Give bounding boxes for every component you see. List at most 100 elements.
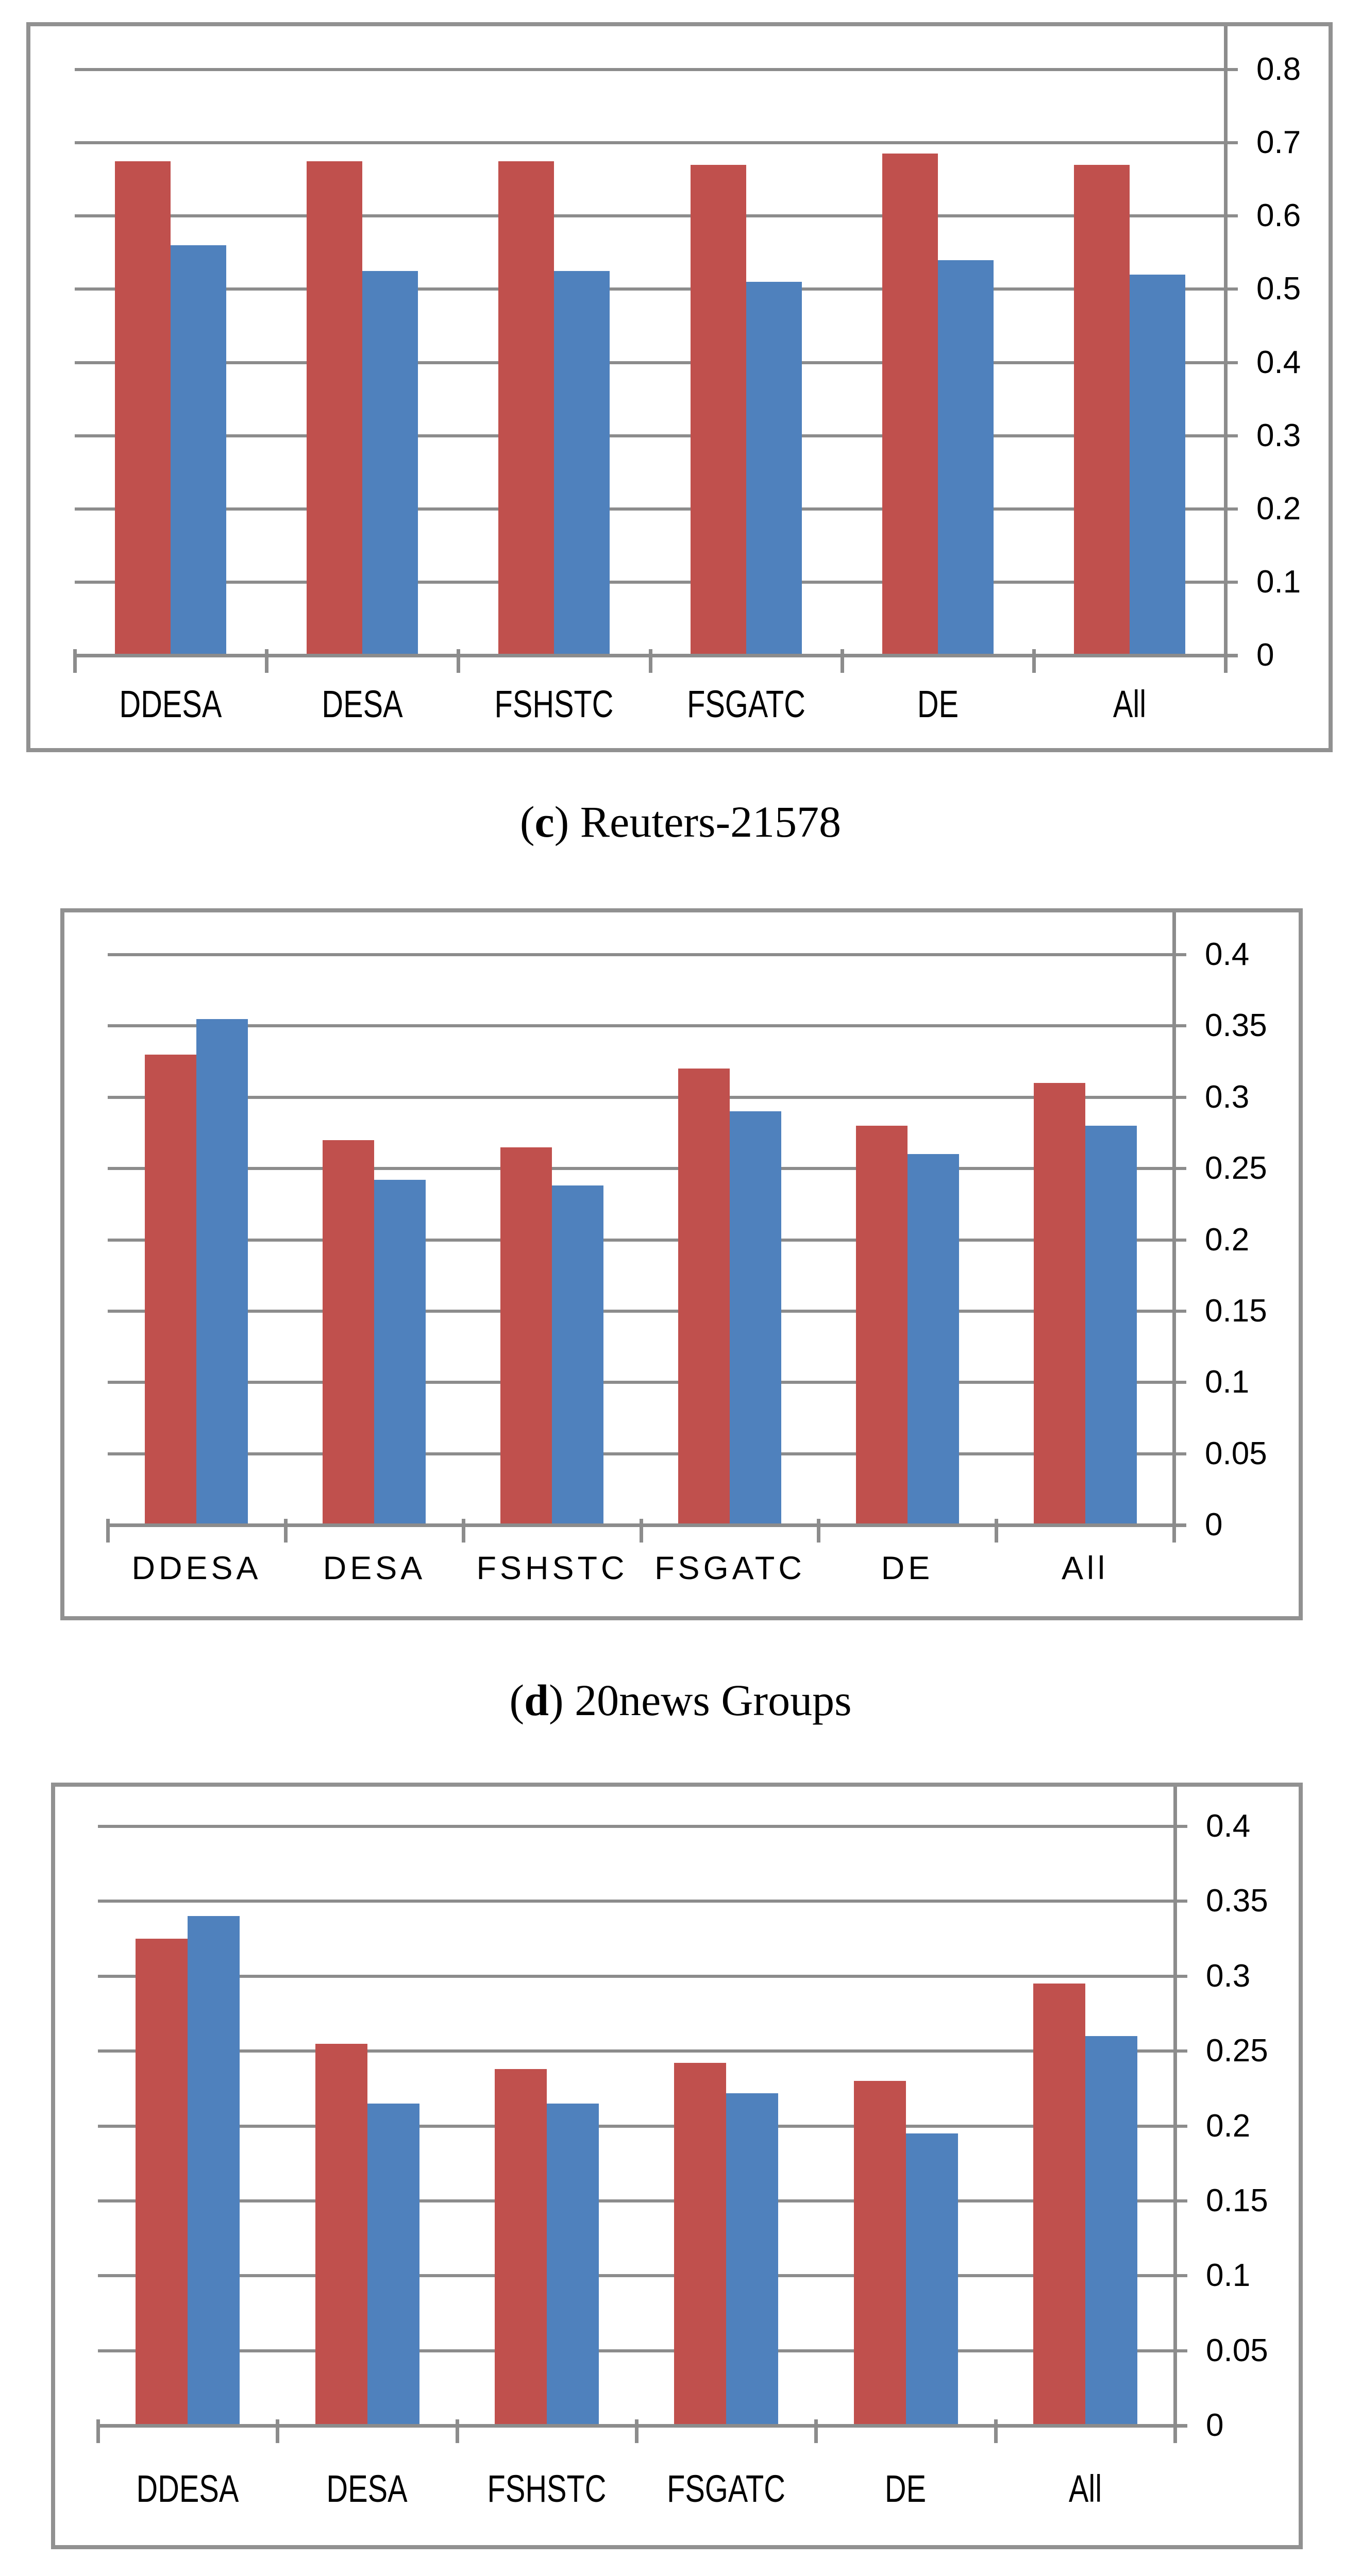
caption-text: ) 20news Groups: [548, 1675, 852, 1725]
y-tick-label: 0.8: [1256, 52, 1301, 87]
bar-blue-desa: [374, 1180, 426, 1525]
y-tick-label: 0.3: [1205, 1079, 1250, 1115]
y-tick-label: 0.6: [1256, 198, 1301, 233]
y-tick-label: 0.3: [1256, 418, 1301, 453]
bar-red-ddesa: [136, 1939, 188, 2426]
gridline: [98, 2199, 1187, 2202]
gridline: [75, 68, 1238, 71]
caption-paren-open: (: [471, 2570, 485, 2576]
caption-text: ) Reuters-21578: [554, 797, 842, 846]
gridline: [108, 1024, 1186, 1027]
x-axis-tick: [265, 649, 268, 673]
x-axis-tick: [284, 1519, 288, 1543]
gridline: [108, 953, 1186, 956]
caption-letter: e: [485, 2570, 505, 2576]
gridline: [108, 1452, 1186, 1455]
x-axis-label-fsgatc: FSGATC: [687, 683, 805, 725]
x-axis-line: [98, 2424, 1187, 2428]
x-axis-label-all: All: [1113, 683, 1147, 725]
gridline: [108, 1167, 1186, 1170]
x-axis-label-fshstc: FSHSTC: [476, 1550, 628, 1586]
bar-red-fsgatc: [678, 1069, 730, 1525]
bar-red-all: [1074, 165, 1130, 655]
x-axis-label-ddesa: DDESA: [119, 683, 222, 725]
bar-red-desa: [315, 2044, 367, 2426]
y-tick-label: 0.3: [1206, 1958, 1251, 1994]
bar-red-de: [856, 1126, 908, 1525]
bar-red-ddesa: [115, 161, 171, 655]
bar-red-all: [1034, 1083, 1085, 1525]
x-axis-tick: [841, 649, 844, 673]
x-axis-label-all: All: [1068, 2467, 1102, 2510]
plot-area: DDESA DESA FSHSTC FSGATC DE All 0.8 0.7 0.6 0.5 0.…: [73, 26, 1301, 725]
x-axis-tick: [96, 2419, 100, 2443]
gridline: [75, 581, 1238, 584]
bar-blue-desa: [362, 271, 418, 655]
y-tick-label: 0: [1256, 637, 1274, 673]
gridline: [108, 1310, 1186, 1313]
bar-blue-fsgatc: [730, 1111, 781, 1525]
y-tick-label: 0.1: [1205, 1364, 1250, 1400]
bar-red-fshstc: [495, 2069, 547, 2426]
chart-panel-reuters-21578: DDESA DESA FSHSTC FSGATC DE All 0.8 0.7 0.6 0.5 0.…: [26, 22, 1333, 752]
x-axis-label-ddesa: DDESA: [131, 1550, 262, 1586]
x-axis-label-desa: DESA: [326, 2467, 408, 2510]
y-tick-label: 0.7: [1256, 125, 1301, 160]
plot-area: DDESA DESA FSHSTC FSGATC DE All 0.4 0.35 0.3 0.25…: [106, 912, 1267, 1586]
x-axis-label-all: All: [1061, 1550, 1108, 1586]
y-tick-label: 0.2: [1205, 1222, 1250, 1258]
y-tick-label: 0: [1205, 1507, 1223, 1543]
y-tick-label: 0: [1206, 2408, 1224, 2443]
bar-blue-de: [908, 1154, 959, 1525]
bar-blue-all: [1130, 275, 1185, 655]
gridline: [98, 1900, 1187, 1903]
bar-red-fshstc: [498, 161, 554, 655]
x-axis-label-de: DE: [884, 2467, 927, 2510]
y-axis-line: [1172, 912, 1176, 1527]
x-axis-tick: [1173, 2419, 1177, 2443]
x-axis-tick: [635, 2419, 639, 2443]
bar-red-fsgatc: [674, 2063, 726, 2426]
y-tick-label: 0.15: [1205, 1293, 1267, 1329]
figure-caption-e: (e) Pair 20news Groups: [0, 2567, 1361, 2576]
x-axis-tick: [817, 1519, 820, 1543]
x-axis-tick: [994, 2419, 998, 2443]
y-tick-label: 0.25: [1206, 2033, 1268, 2069]
gridline: [75, 141, 1238, 144]
y-tick-label: 0.2: [1256, 491, 1301, 527]
gridline: [75, 287, 1238, 291]
y-tick-label: 0.4: [1205, 937, 1250, 972]
bar-red-all: [1033, 1984, 1085, 2426]
bar-blue-fsgatc: [726, 2093, 778, 2426]
x-axis-label-desa: DESA: [323, 1550, 426, 1586]
gridline: [75, 361, 1238, 364]
caption-text: ) Pair 20news Groups: [505, 2570, 890, 2576]
gridline: [98, 2049, 1187, 2053]
plot-area: DDESA DESA FSHSTC FSGATC DE All 0.4 0.35 0.3 0.25…: [96, 1787, 1268, 2510]
figure-caption-d: (d) 20news Groups: [0, 1672, 1361, 1728]
x-axis-tick: [73, 649, 77, 673]
y-tick-label: 0.1: [1206, 2258, 1251, 2293]
x-axis-label-fsgatc: FSGATC: [654, 1550, 805, 1586]
x-axis-tick: [814, 2419, 818, 2443]
bar-red-de: [854, 2081, 906, 2426]
y-tick-label: 0.5: [1256, 271, 1301, 307]
bar-blue-all: [1085, 1126, 1137, 1525]
bar-red-fshstc: [500, 1147, 552, 1525]
x-axis-label-de: DE: [917, 683, 959, 725]
bar-blue-all: [1085, 2036, 1137, 2426]
x-axis-tick: [462, 1519, 465, 1543]
bar-blue-fshstc: [547, 2104, 599, 2426]
bar-blue-fsgatc: [746, 282, 802, 655]
y-tick-label: 0.4: [1256, 345, 1301, 380]
x-axis-tick: [649, 649, 652, 673]
y-tick-label: 0.1: [1256, 564, 1301, 600]
y-tick-label: 0.15: [1206, 2183, 1268, 2218]
x-axis-label-de: DE: [881, 1550, 934, 1586]
y-tick-label: 0.4: [1206, 1808, 1251, 1844]
x-axis-label-fshstc: FSHSTC: [494, 683, 614, 725]
x-axis-tick: [106, 1519, 110, 1543]
y-tick-label: 0.25: [1205, 1150, 1267, 1186]
bar-blue-de: [906, 2133, 958, 2426]
y-tick-label: 0.2: [1206, 2108, 1251, 2144]
